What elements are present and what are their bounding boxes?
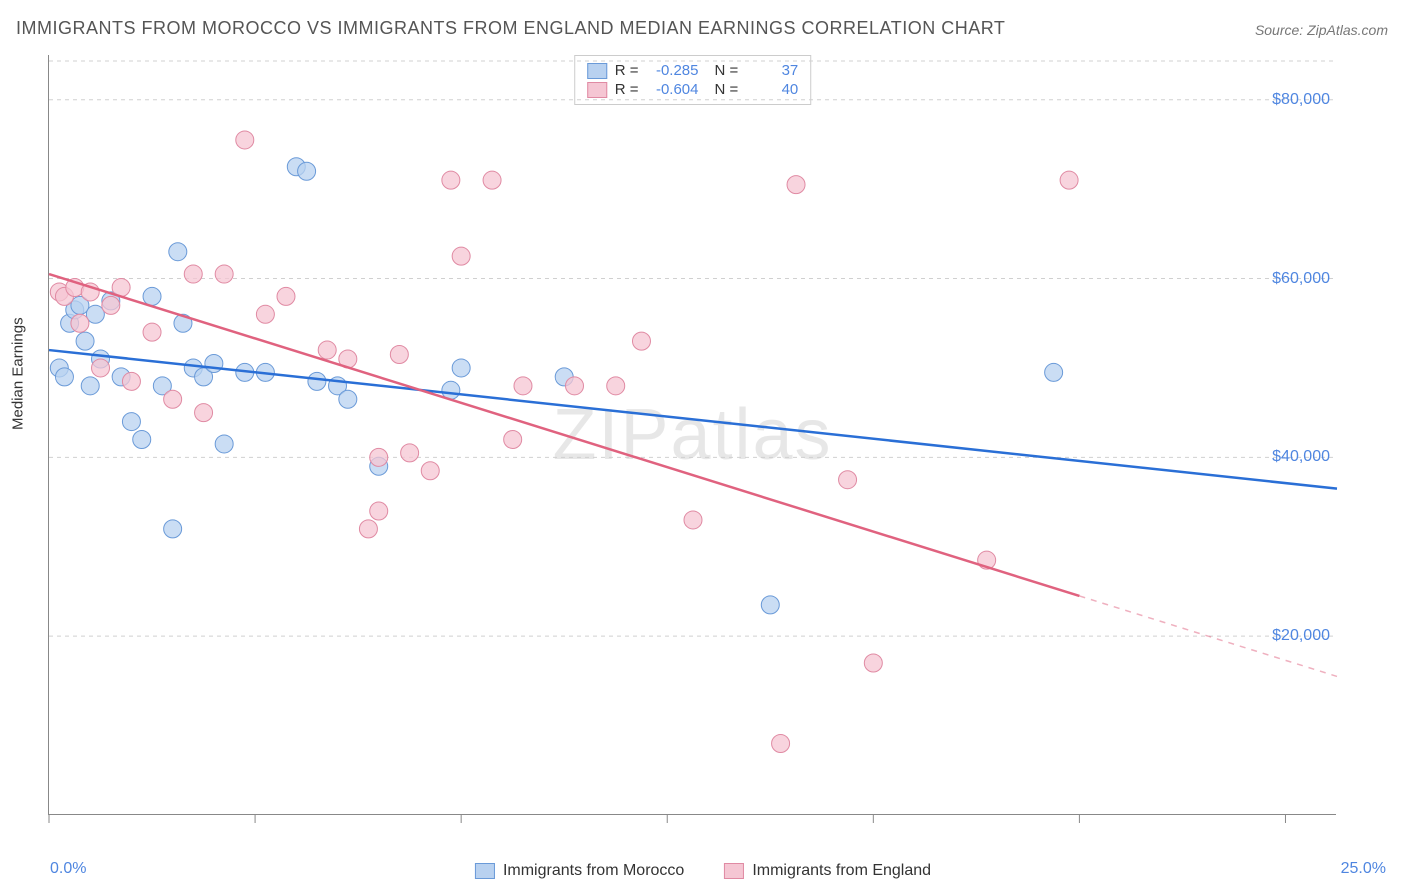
data-point-england — [787, 176, 805, 194]
data-point-morocco — [215, 435, 233, 453]
x-axis-min-label: 0.0% — [50, 860, 86, 878]
data-point-england — [370, 502, 388, 520]
data-point-england — [864, 654, 882, 672]
swatch-morocco — [475, 863, 495, 879]
data-point-england — [839, 471, 857, 489]
data-point-morocco — [81, 377, 99, 395]
data-point-morocco — [169, 243, 187, 261]
data-point-morocco — [339, 390, 357, 408]
data-point-morocco — [308, 372, 326, 390]
data-point-england — [401, 444, 419, 462]
data-point-england — [772, 734, 790, 752]
data-point-morocco — [761, 596, 779, 614]
data-point-england — [92, 359, 110, 377]
legend-label-england: Immigrants from England — [752, 862, 931, 880]
data-point-england — [684, 511, 702, 529]
data-point-england — [632, 332, 650, 350]
data-point-england — [277, 287, 295, 305]
data-point-england — [421, 462, 439, 480]
y-tick-label: $60,000 — [1272, 270, 1330, 288]
data-point-england — [442, 171, 460, 189]
data-point-england — [236, 131, 254, 149]
data-point-england — [71, 314, 89, 332]
data-point-morocco — [452, 359, 470, 377]
data-point-england — [504, 430, 522, 448]
data-point-morocco — [122, 413, 140, 431]
source-attribution: Source: ZipAtlas.com — [1255, 22, 1388, 38]
data-point-england — [318, 341, 336, 359]
data-point-england — [195, 404, 213, 422]
data-point-england — [483, 171, 501, 189]
plot-svg — [49, 55, 1336, 814]
plot-area: ZIPatlas R = -0.285 N = 37 R = -0.604 N … — [48, 55, 1336, 815]
data-point-england — [102, 296, 120, 314]
data-point-morocco — [298, 162, 316, 180]
data-point-england — [143, 323, 161, 341]
data-point-morocco — [55, 368, 73, 386]
data-point-england — [566, 377, 584, 395]
data-point-morocco — [133, 430, 151, 448]
data-point-england — [370, 448, 388, 466]
legend-label-morocco: Immigrants from Morocco — [503, 862, 684, 880]
data-point-england — [390, 346, 408, 364]
data-point-england — [184, 265, 202, 283]
data-point-england — [452, 247, 470, 265]
chart-title: IMMIGRANTS FROM MOROCCO VS IMMIGRANTS FR… — [16, 18, 1005, 39]
data-point-morocco — [164, 520, 182, 538]
x-axis-max-label: 25.0% — [1341, 860, 1386, 878]
regression-line-morocco — [49, 350, 1337, 489]
data-point-morocco — [1045, 363, 1063, 381]
legend-item-morocco: Immigrants from Morocco — [475, 862, 684, 880]
data-point-england — [215, 265, 233, 283]
y-tick-label: $20,000 — [1272, 627, 1330, 645]
data-point-morocco — [143, 287, 161, 305]
y-axis-title: Median Earnings — [10, 317, 27, 430]
data-point-england — [1060, 171, 1078, 189]
regression-line-england — [49, 274, 1079, 596]
y-tick-label: $80,000 — [1272, 91, 1330, 109]
data-point-england — [514, 377, 532, 395]
data-point-england — [359, 520, 377, 538]
legend-item-england: Immigrants from England — [724, 862, 931, 880]
y-tick-label: $40,000 — [1272, 448, 1330, 466]
correlation-chart: IMMIGRANTS FROM MOROCCO VS IMMIGRANTS FR… — [0, 0, 1406, 892]
data-point-england — [164, 390, 182, 408]
data-point-morocco — [86, 305, 104, 323]
data-point-morocco — [76, 332, 94, 350]
data-point-england — [256, 305, 274, 323]
series-legend: Immigrants from Morocco Immigrants from … — [475, 862, 931, 880]
data-point-england — [607, 377, 625, 395]
swatch-england — [724, 863, 744, 879]
data-point-england — [122, 372, 140, 390]
data-point-morocco — [205, 354, 223, 372]
